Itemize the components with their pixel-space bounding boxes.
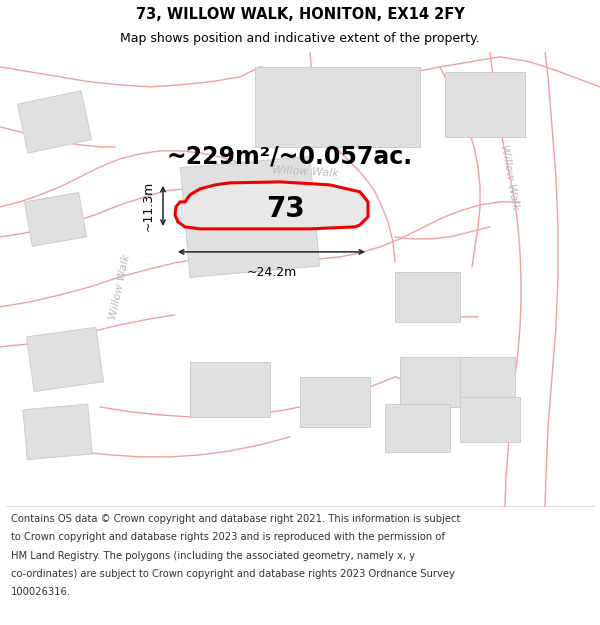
Bar [181, 156, 320, 278]
Polygon shape [175, 182, 368, 229]
Text: ~229m²/~0.057ac.: ~229m²/~0.057ac. [167, 145, 413, 169]
Bar [190, 362, 270, 417]
Bar [25, 192, 86, 246]
Text: Map shows position and indicative extent of the property.: Map shows position and indicative extent… [120, 32, 480, 46]
Text: ~24.2m: ~24.2m [247, 266, 296, 279]
Bar [300, 377, 370, 427]
Bar [395, 272, 460, 322]
Text: Willow Walk: Willow Walk [499, 143, 521, 211]
Text: 73, WILLOW WALK, HONITON, EX14 2FY: 73, WILLOW WALK, HONITON, EX14 2FY [136, 7, 464, 22]
Bar [255, 67, 420, 147]
Bar [26, 328, 103, 391]
Text: Willow Walk: Willow Walk [271, 165, 338, 179]
Text: Willow Walk: Willow Walk [108, 253, 132, 321]
Bar [385, 404, 450, 452]
Text: 73: 73 [266, 195, 304, 223]
Bar [17, 91, 91, 153]
Text: to Crown copyright and database rights 2023 and is reproduced with the permissio: to Crown copyright and database rights 2… [11, 532, 445, 542]
Bar [23, 404, 92, 459]
Text: co-ordinates) are subject to Crown copyright and database rights 2023 Ordnance S: co-ordinates) are subject to Crown copyr… [11, 569, 455, 579]
Text: 100026316.: 100026316. [11, 588, 71, 598]
Bar [445, 72, 525, 137]
Bar [460, 397, 520, 442]
Bar [460, 357, 515, 402]
Text: Contains OS data © Crown copyright and database right 2021. This information is : Contains OS data © Crown copyright and d… [11, 514, 460, 524]
Text: ~11.3m: ~11.3m [142, 181, 155, 231]
Bar [400, 357, 470, 407]
Text: HM Land Registry. The polygons (including the associated geometry, namely x, y: HM Land Registry. The polygons (includin… [11, 551, 415, 561]
